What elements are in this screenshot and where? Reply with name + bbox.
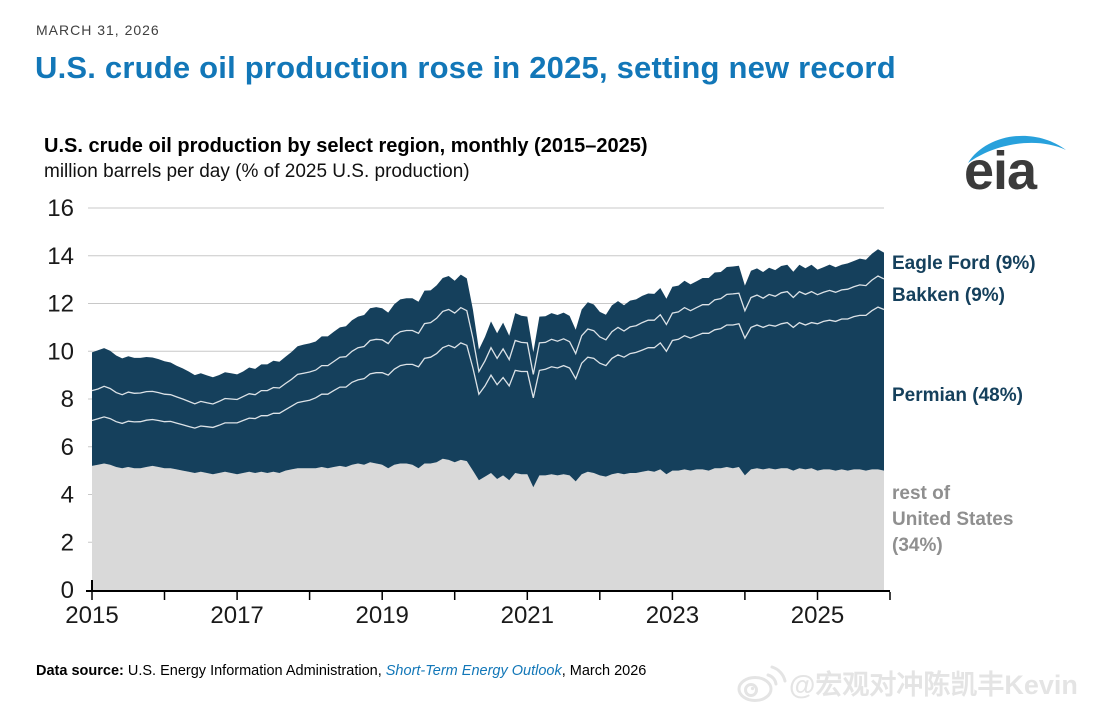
date-line: MARCH 31, 2026 [36,22,160,38]
y-tick-label: 0 [61,577,74,604]
rest-label-line3: (34%) [892,535,943,556]
chart-title: U.S. crude oil production by select regi… [44,135,648,157]
boundary-permian-top [91,306,885,429]
chart-subtitle: million barrels per day (% of 2025 U.S. … [44,161,470,182]
y-tick-label: 16 [47,195,74,222]
x-tick-label: 2025 [791,602,844,629]
x-tick-label: 2015 [65,602,118,629]
y-tick-label: 12 [47,291,74,318]
data-source-link[interactable]: Short-Term Energy Outlook [385,663,562,679]
series-label-eagle-ford: Eagle Ford (9%) [892,253,1036,274]
y-tick-label: 6 [61,434,74,461]
weibo-icon [737,665,787,702]
rest-label-line1: rest of [892,483,951,504]
series-label-permian: Permian (48%) [892,385,1023,406]
watermark: @宏观对冲陈凯丰Kevin [735,660,1078,704]
eia-logo-text: eia [964,141,1037,201]
data-source-suffix: , March 2026 [561,663,647,679]
data-source-prefix: Data source: [36,663,124,679]
boundary-bakken-top [91,275,885,405]
y-tick-label: 8 [61,386,74,413]
y-tick-label: 14 [47,243,74,270]
y-tick-label: 10 [47,338,74,365]
y-tick-label: 2 [61,529,74,556]
eia-logo-swoosh-icon [968,135,1066,163]
y-tick-label: 4 [61,482,74,509]
watermark-text: @宏观对冲陈凯丰Kevin [789,669,1078,700]
x-tick-label: 2017 [210,602,263,629]
eia-logo: eia [958,126,1088,206]
x-tick-label: 2021 [501,602,554,629]
rest-label-line2: United States [892,509,1014,530]
x-tick-label: 2019 [356,602,409,629]
area-rest-of-us [92,458,884,590]
data-source-line: Data source: U.S. Energy Information Adm… [36,663,646,679]
series-label-rest-of-us: rest of United States (34%) [892,481,1013,559]
series-label-bakken: Bakken (9%) [892,285,1005,306]
area-permian-bakken-eagleford [92,249,884,488]
x-tick-label: 2023 [646,602,699,629]
data-source-text: U.S. Energy Information Administration, [123,663,386,679]
page-title: U.S. crude oil production rose in 2025, … [35,50,896,85]
